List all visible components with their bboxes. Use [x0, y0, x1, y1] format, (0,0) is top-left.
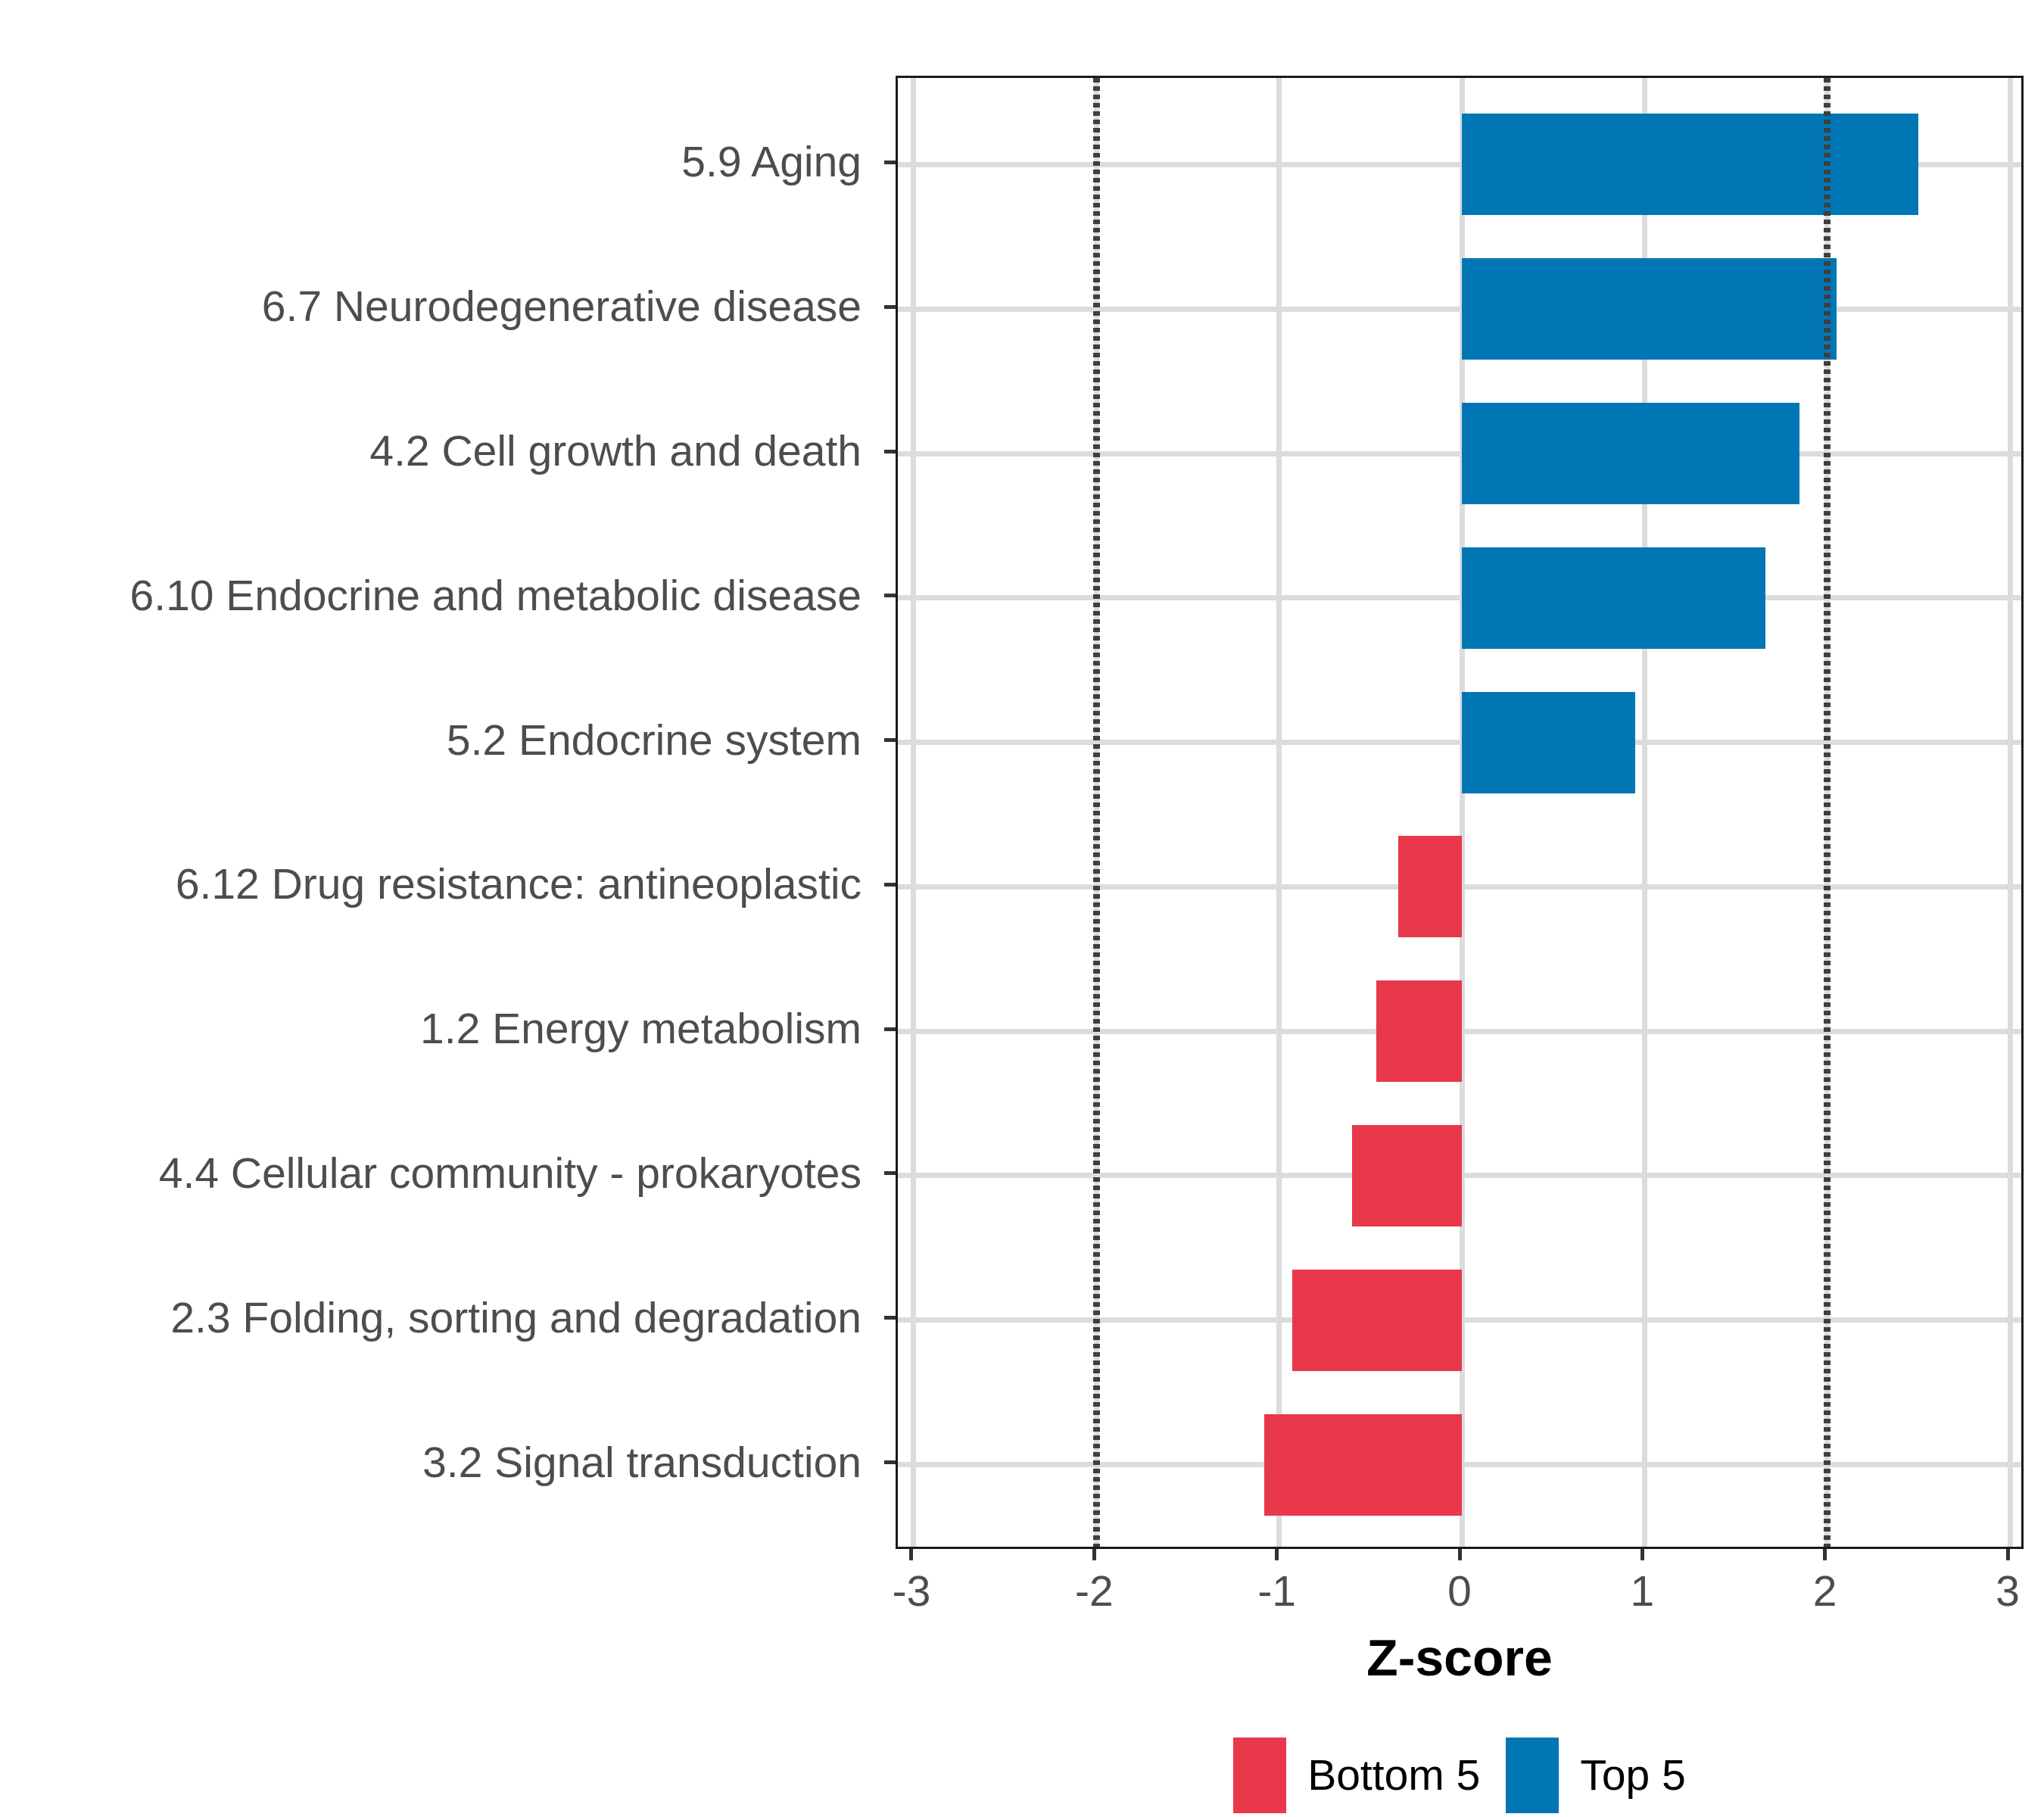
x-axis-title: Z-score — [1366, 1629, 1553, 1687]
bar — [1462, 114, 1919, 216]
bar — [1462, 403, 1800, 505]
plot-panel — [896, 76, 2024, 1549]
reference-line — [1092, 78, 1100, 1547]
y-tick-label: 4.2 Cell growth and death — [369, 427, 862, 476]
y-gridline — [898, 161, 2021, 167]
x-tick-label: 2 — [1812, 1567, 1837, 1616]
y-tick-label: 5.2 Endocrine system — [446, 715, 862, 765]
x-tick-label: -1 — [1257, 1567, 1296, 1616]
legend-item: Top 5 — [1506, 1738, 1686, 1813]
bar — [1397, 836, 1462, 938]
y-tick — [884, 738, 896, 743]
y-tick-label: 5.9 Aging — [681, 138, 862, 187]
x-tick-label: -2 — [1074, 1567, 1114, 1616]
bar — [1264, 1413, 1462, 1516]
y-tick-label: 3.2 Signal transduction — [422, 1438, 862, 1487]
y-tick-label: 6.10 Endocrine and metabolic disease — [129, 571, 862, 620]
x-tick-label: 3 — [1996, 1567, 2020, 1616]
x-gridline — [1641, 78, 1647, 1547]
legend-label: Bottom 5 — [1307, 1751, 1481, 1800]
y-tick-label: 4.4 Cellular community - prokaryotes — [158, 1148, 862, 1198]
bar — [1376, 980, 1462, 1083]
y-tick-label: 2.3 Folding, sorting and degradation — [170, 1293, 862, 1342]
y-gridline — [898, 306, 2021, 312]
x-tick — [1823, 1549, 1827, 1560]
bar — [1292, 1269, 1462, 1371]
x-tick-label: 1 — [1630, 1567, 1655, 1616]
x-gridline — [1276, 78, 1282, 1547]
legend: Bottom 5 Top 5 — [896, 1736, 2024, 1815]
y-tick — [884, 882, 896, 887]
reference-line — [1824, 78, 1831, 1547]
legend-item: Bottom 5 — [1233, 1738, 1480, 1813]
bar — [1352, 1124, 1462, 1226]
y-tick — [884, 1460, 896, 1465]
y-tick — [884, 1316, 896, 1320]
bar — [1462, 547, 1765, 649]
y-tick-label: 1.2 Energy metabolism — [420, 1005, 862, 1054]
x-tick-label: -3 — [892, 1567, 931, 1616]
x-tick-label: 0 — [1447, 1567, 1472, 1616]
x-tick — [1640, 1549, 1644, 1560]
y-tick-label: 6.7 Neurodegenerative disease — [261, 282, 862, 332]
x-tick — [2005, 1549, 2010, 1560]
x-tick — [1275, 1549, 1279, 1560]
x-gridline — [2007, 78, 2013, 1547]
legend-label: Top 5 — [1580, 1751, 1686, 1800]
y-gridline — [898, 595, 2021, 601]
y-gridline — [898, 740, 2021, 746]
x-tick — [1457, 1549, 1462, 1560]
y-gridline — [898, 450, 2021, 457]
y-tick — [884, 449, 896, 453]
legend-swatch — [1233, 1738, 1287, 1813]
x-tick — [909, 1549, 914, 1560]
x-gridline — [911, 78, 917, 1547]
x-tick — [1092, 1549, 1096, 1560]
bar — [1462, 691, 1636, 793]
y-tick — [884, 160, 896, 164]
y-tick — [884, 1027, 896, 1031]
y-tick — [884, 594, 896, 598]
y-tick — [884, 304, 896, 309]
y-tick — [884, 1171, 896, 1176]
bar — [1462, 258, 1837, 360]
x-gridline — [1459, 78, 1465, 1547]
y-tick-label: 6.12 Drug resistance: antineoplastic — [175, 860, 862, 909]
legend-swatch — [1506, 1738, 1559, 1813]
